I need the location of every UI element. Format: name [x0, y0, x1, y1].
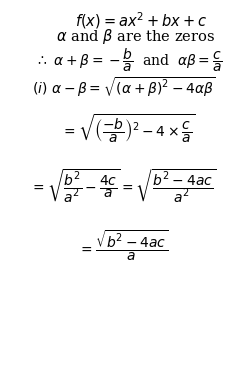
Text: $(i)\ \alpha - \beta = \sqrt{(\alpha+\beta)^2 - 4\alpha\beta}$: $(i)\ \alpha - \beta = \sqrt{(\alpha+\be… [32, 76, 215, 99]
Text: $= \dfrac{\sqrt{b^2 - 4ac}}{a}$: $= \dfrac{\sqrt{b^2 - 4ac}}{a}$ [78, 229, 169, 263]
Text: $\therefore\ \alpha + \beta = -\dfrac{b}{a}$  and  $\alpha\beta = \dfrac{c}{a}$: $\therefore\ \alpha + \beta = -\dfrac{b}… [35, 47, 222, 74]
Text: $\alpha$ and $\beta$ are the zeros: $\alpha$ and $\beta$ are the zeros [56, 27, 215, 46]
Text: $= \sqrt{\dfrac{b^2}{a^2} - \dfrac{4c}{a}} = \sqrt{\dfrac{b^2 - 4ac}{a^2}}$: $= \sqrt{\dfrac{b^2}{a^2} - \dfrac{4c}{a… [30, 167, 217, 204]
Text: $= \sqrt{\left(\dfrac{-b}{a}\right)^2 - 4 \times \dfrac{c}{a}}$: $= \sqrt{\left(\dfrac{-b}{a}\right)^2 - … [61, 113, 196, 145]
Text: $f(x) = ax^2 + bx + c$: $f(x) = ax^2 + bx + c$ [75, 10, 207, 30]
